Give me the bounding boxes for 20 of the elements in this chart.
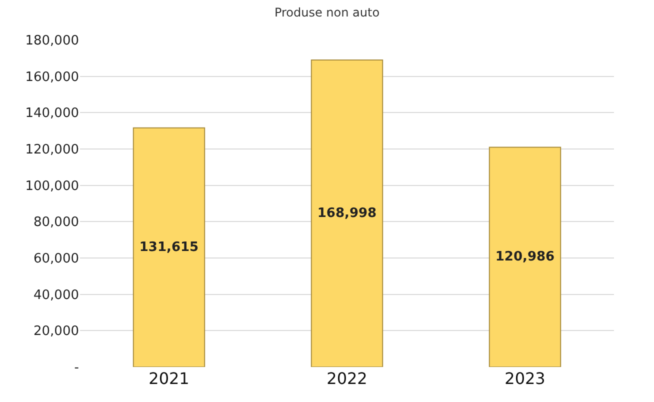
y-tick-label: 160,000: [25, 70, 79, 85]
x-tick-label: 2021: [148, 369, 190, 388]
data-label: 168,998: [317, 206, 377, 221]
x-tick-label: 2022: [326, 369, 368, 388]
y-tick-label: -: [74, 360, 80, 376]
y-tick-label: 140,000: [25, 106, 79, 122]
y-tick-label: 40,000: [34, 288, 79, 303]
y-tick-label: 80,000: [34, 215, 79, 230]
data-label: 120,986: [495, 250, 555, 265]
x-tick-label: 2023: [504, 369, 546, 388]
y-tick-label: 20,000: [34, 324, 79, 340]
y-tick-label: 60,000: [34, 252, 79, 267]
y-tick-label: 180,000: [25, 34, 79, 49]
y-tick-label: 120,000: [25, 142, 79, 158]
bar: [310, 59, 384, 367]
bar: [488, 146, 562, 367]
bar: [132, 127, 206, 367]
data-label: 131,615: [139, 240, 199, 255]
y-tick-label: 100,000: [25, 178, 79, 194]
chart-title: Produse non auto: [274, 5, 380, 20]
